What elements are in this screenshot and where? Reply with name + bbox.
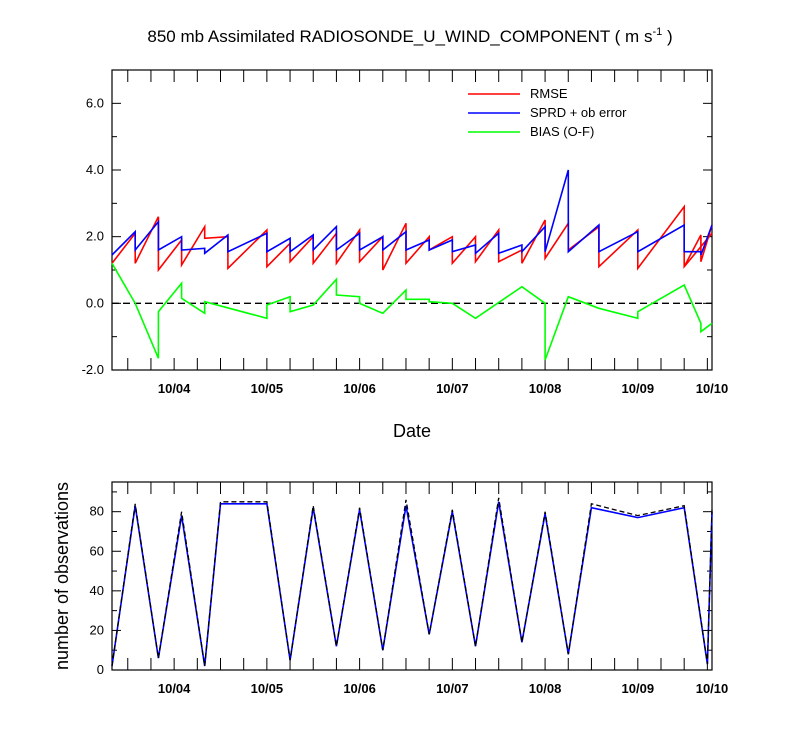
bottom-x-tick-label: 10/04	[158, 681, 191, 696]
bottom-series-used	[111, 501, 713, 667]
bottom-y-tick-label: 0	[97, 662, 104, 677]
top-y-tick-label: 2.0	[86, 229, 104, 244]
bottom-y-tick-label: 80	[90, 504, 104, 519]
top-series-group	[111, 169, 713, 361]
bottom-series-group	[111, 497, 713, 667]
top-x-tick-label: 10/06	[343, 381, 376, 396]
bottom-x-tick-label: 10/07	[436, 681, 469, 696]
x-axis-title: Date	[393, 421, 431, 441]
top-x-tick-label: 10/08	[529, 381, 562, 396]
bottom-x-tick-label: 10/09	[622, 681, 655, 696]
legend-label-rmse: RMSE	[530, 86, 568, 101]
bottom-series-possible	[111, 497, 713, 667]
bottom-x-tick-label: 10/10	[696, 681, 729, 696]
y-axis-title-observations: number of observations	[52, 482, 72, 670]
top-series-bias-o-f	[111, 262, 713, 361]
top-y-tick-label: 4.0	[86, 162, 104, 177]
top-plot-frame	[111, 69, 713, 371]
chart-title: 850 mb Assimilated RADIOSONDE_U_WIND_COM…	[147, 26, 672, 46]
top-x-tick-label: 10/09	[622, 381, 655, 396]
top-series-rmse	[683, 224, 713, 268]
top-x-tick-label: 10/10	[696, 381, 729, 396]
top-series-sprd-ob-error	[111, 169, 713, 256]
top-y-tick-label: -2.0	[82, 362, 104, 377]
bottom-y-tick-label: 20	[90, 622, 104, 637]
bottom-x-tick-label: 10/05	[251, 681, 284, 696]
top-x-tick-label: 10/07	[436, 381, 469, 396]
bottom-x-tick-label: 10/06	[343, 681, 376, 696]
top-series-rmse	[111, 204, 713, 273]
bottom-x-tick-label: 10/08	[529, 681, 562, 696]
legend-label-sprd: SPRD + ob error	[530, 105, 627, 120]
top-x-tick-label: 10/05	[251, 381, 284, 396]
top-x-tick-label: 10/04	[158, 381, 191, 396]
bottom-axis-ticks: 10/04 10/05 10/06 10/07 10/08 10/09 10/10 0 20 40…	[90, 482, 729, 696]
legend: RMSE SPRD + ob error BIAS (O-F)	[468, 86, 627, 139]
top-y-tick-label: 6.0	[86, 95, 104, 110]
bottom-y-tick-label: 40	[90, 583, 104, 598]
top-y-tick-label: 0.0	[86, 295, 104, 310]
bottom-y-tick-label: 60	[90, 543, 104, 558]
bottom-plot-frame	[111, 481, 713, 671]
legend-label-bias: BIAS (O-F)	[530, 124, 594, 139]
